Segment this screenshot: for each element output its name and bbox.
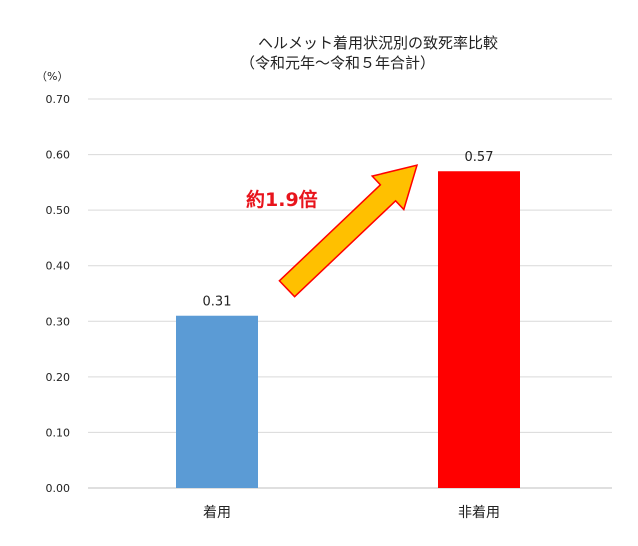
y-tick-label: 0.70	[46, 93, 71, 106]
y-tick-label: 0.40	[46, 260, 71, 273]
bar	[438, 171, 520, 488]
chart-title-line2: （令和元年～令和５年合計）	[240, 54, 435, 72]
y-tick-label: 0.60	[46, 149, 71, 162]
gridlines	[88, 98, 612, 489]
data-label: 0.31	[203, 295, 232, 310]
x-category-label: 着用	[203, 505, 231, 521]
y-tick-label: 0.50	[46, 204, 71, 217]
y-tick-label: 0.30	[46, 315, 71, 328]
y-axis-ticks: 0.00 0.10 0.20 0.30 0.40 0.50 0.60 0.70	[46, 93, 71, 495]
chart-title-line1: ヘルメット着用状況別の致死率比較	[258, 34, 498, 52]
bar	[176, 315, 258, 488]
y-axis-unit: （%）	[36, 70, 68, 83]
y-tick-label: 0.10	[46, 426, 71, 439]
data-label: 0.57	[465, 150, 494, 165]
ratio-annotation: 約1.9倍	[246, 188, 318, 211]
y-tick-label: 0.00	[46, 482, 71, 495]
x-axis-labels: 着用 非着用	[203, 505, 500, 521]
x-category-label: 非着用	[458, 505, 500, 521]
bars	[176, 171, 520, 488]
arrow-shape	[278, 164, 419, 298]
y-tick-label: 0.20	[46, 371, 71, 384]
data-labels: 0.31 0.57	[203, 150, 494, 309]
increase-arrow	[278, 164, 419, 298]
